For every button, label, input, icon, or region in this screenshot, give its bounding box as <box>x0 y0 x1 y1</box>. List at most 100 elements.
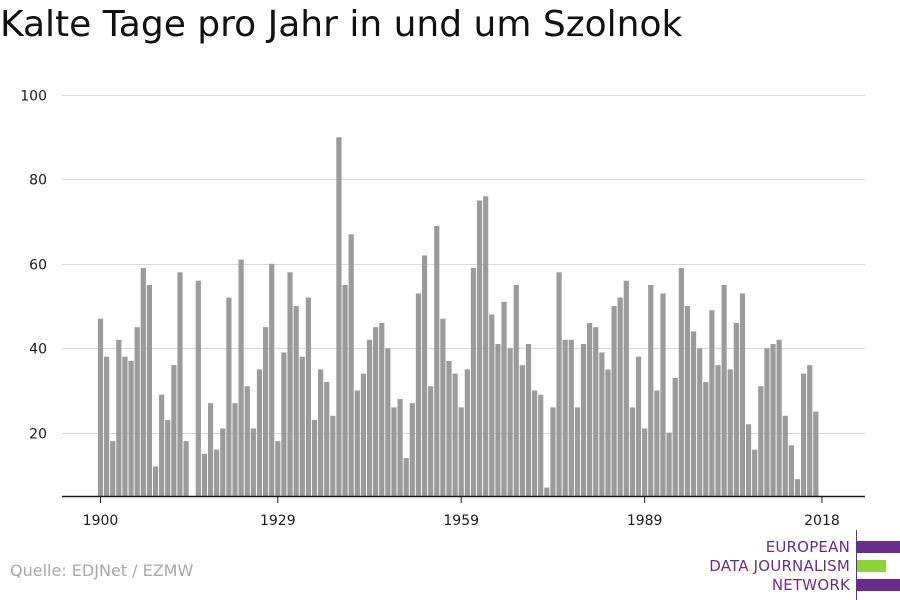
y-tick-label-100: 100 <box>20 89 47 105</box>
bar-1942 <box>354 390 360 496</box>
bar-1977 <box>568 339 574 496</box>
bar-1979 <box>580 344 587 496</box>
y-tick-label-20: 20 <box>29 427 47 443</box>
bar-2009 <box>764 348 770 496</box>
logo-text-line-3: NETWORK <box>771 576 850 594</box>
bar-1906 <box>134 327 140 496</box>
bar-1937 <box>324 382 330 496</box>
x-tick-label-1959: 1959 <box>443 513 479 529</box>
bar-1919 <box>214 449 220 496</box>
bar-1940 <box>342 284 348 496</box>
bar-1909 <box>152 466 159 496</box>
bar-1991 <box>654 390 660 496</box>
bar-1929 <box>275 441 281 496</box>
chart-title: Kalte Tage pro Jahr in und um Szolnok <box>0 4 683 45</box>
bar-2014 <box>794 479 801 496</box>
bar-1934 <box>305 297 311 496</box>
bar-1963 <box>483 196 489 496</box>
bar-1950 <box>403 458 409 496</box>
bar-1998 <box>697 348 703 496</box>
y-tick-label-80: 80 <box>29 173 47 189</box>
bar-1968 <box>513 284 519 496</box>
bar-1952 <box>415 293 422 496</box>
bar-1935 <box>311 420 318 496</box>
bar-1907 <box>140 268 146 496</box>
bar-1976 <box>562 339 568 496</box>
bar-1972 <box>538 394 544 496</box>
x-tick-label-1900: 1900 <box>83 513 119 529</box>
bar-1995 <box>678 268 684 496</box>
bar-1908 <box>146 284 153 496</box>
bar-1981 <box>593 327 599 496</box>
bar-1904 <box>122 356 128 496</box>
bar-1959 <box>458 407 464 496</box>
y-tick-label-40: 40 <box>29 342 47 358</box>
bar-1962 <box>476 200 483 496</box>
bar-1949 <box>397 398 403 496</box>
bar-1947 <box>385 348 391 496</box>
bar-1980 <box>587 322 593 496</box>
bar-1985 <box>617 297 623 496</box>
bar-1984 <box>611 306 617 496</box>
bar-1967 <box>507 348 513 496</box>
bar-1928 <box>269 263 275 496</box>
bar-1954 <box>428 386 434 496</box>
bar-1901 <box>104 356 110 496</box>
bar-1944 <box>366 339 373 496</box>
bar-1923 <box>238 259 244 496</box>
bar-2002 <box>721 284 727 496</box>
bar-1905 <box>128 360 134 496</box>
y-tick-label-60: 60 <box>29 258 47 274</box>
bar-1966 <box>501 301 507 496</box>
bar-2015 <box>801 373 807 496</box>
x-tick-label-1989: 1989 <box>627 513 663 529</box>
bar-1970 <box>525 344 532 496</box>
bar-1986 <box>623 280 629 496</box>
axes <box>62 495 865 503</box>
bar-1948 <box>391 407 397 496</box>
bar-1946 <box>379 322 385 496</box>
bar-1933 <box>299 356 305 496</box>
bar-1997 <box>690 331 697 496</box>
bar-1958 <box>452 373 458 496</box>
bar-2007 <box>752 449 758 496</box>
bar-2000 <box>709 310 715 496</box>
bar-1924 <box>244 386 250 496</box>
bar-1921 <box>226 297 232 496</box>
bar-1960 <box>464 369 470 496</box>
bar-1957 <box>446 360 452 496</box>
bar-1912 <box>171 365 177 496</box>
bar-2004 <box>733 322 739 496</box>
bar-1965 <box>495 344 501 496</box>
bar-1955 <box>434 225 440 496</box>
logo-bar-purple-top <box>857 541 900 553</box>
bar-1988 <box>635 356 642 496</box>
bar-1994 <box>672 377 678 496</box>
bar-1996 <box>684 306 691 496</box>
bar-2010 <box>770 344 776 496</box>
y-tick-labels: 20 40 60 80 100 <box>20 89 47 443</box>
bar-1961 <box>470 268 477 496</box>
bar-1982 <box>599 352 605 496</box>
bar-1936 <box>318 369 324 496</box>
bar-1926 <box>256 369 263 496</box>
bar-1920 <box>220 428 226 496</box>
bar-2016 <box>807 365 813 496</box>
bar-1974 <box>550 407 556 496</box>
bar-1900 <box>97 318 104 496</box>
logo-bar-purple-bottom <box>857 579 900 591</box>
bar-1999 <box>703 382 709 496</box>
bar-1993 <box>666 432 672 496</box>
bar-1978 <box>574 407 580 496</box>
bar-2003 <box>727 369 733 496</box>
bar-1941 <box>348 234 354 497</box>
bar-1927 <box>262 327 269 496</box>
bar-2017 <box>813 411 819 496</box>
bar-1917 <box>201 453 208 496</box>
bar-1964 <box>489 314 495 496</box>
bar-1918 <box>207 403 214 496</box>
bar-2001 <box>715 365 721 496</box>
bar-1903 <box>116 339 122 496</box>
bar-1990 <box>648 284 654 496</box>
